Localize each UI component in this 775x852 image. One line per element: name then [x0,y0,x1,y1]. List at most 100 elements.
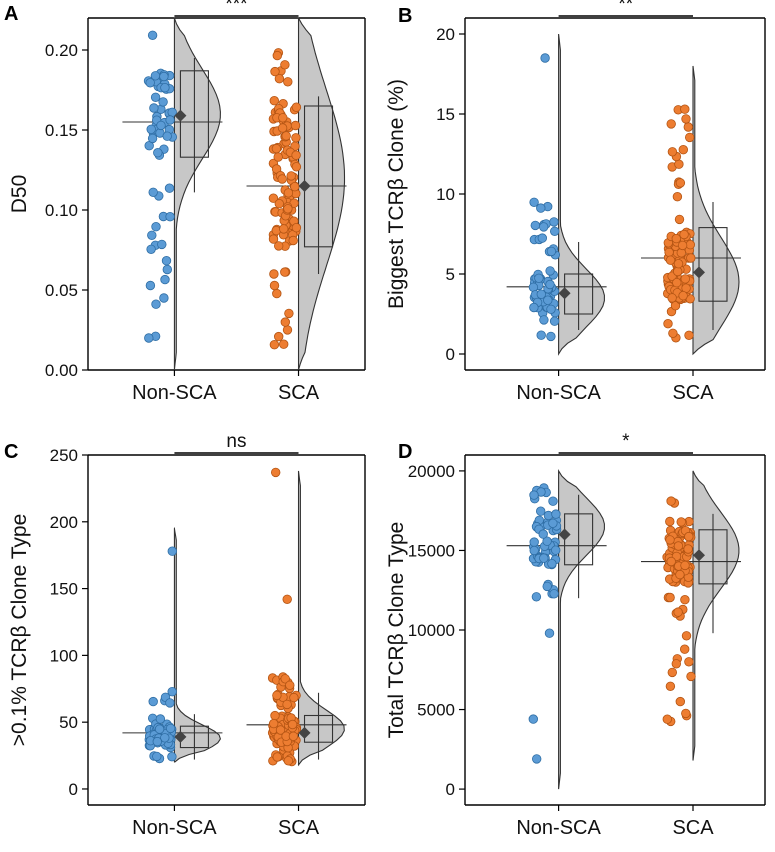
data-point [147,133,158,144]
x-tick-label: Non-SCA [516,817,601,839]
y-tick-label: 20 [436,25,455,44]
data-point [685,132,695,143]
data-point [165,698,175,708]
mean-marker [558,287,571,300]
data-point [680,560,690,571]
data-point [681,631,692,641]
data-point [274,73,285,84]
data-point [549,217,559,227]
data-point [529,197,539,208]
data-point [291,222,302,233]
data-point [283,756,294,766]
y-tick-label: 20000 [408,462,455,481]
data-point [665,255,676,265]
data-point [685,239,696,250]
data-point [279,224,289,234]
violin [692,470,740,761]
data-point [280,317,291,327]
data-point [677,240,688,251]
data-point [686,671,696,682]
data-point [271,467,281,478]
data-point [158,97,168,107]
data-point [680,595,690,605]
data-point [673,259,684,269]
data-point [282,699,292,710]
data-point [684,330,694,341]
data-point [529,490,539,500]
data-point [545,266,555,276]
group-non-sca [122,17,223,371]
data-point [551,509,561,519]
y-tick-label: 15000 [408,541,455,560]
data-point [270,710,280,721]
data-point [548,496,558,506]
data-point [532,754,542,764]
significance-label: *** [225,0,248,15]
data-point [684,657,694,667]
data-point [269,718,279,729]
data-point [672,278,682,288]
data-point [670,301,681,311]
data-point [673,607,683,617]
panel-letter: D [398,441,412,463]
data-point [162,131,172,141]
data-point [667,147,678,157]
data-point [537,233,548,243]
mean-marker [693,266,705,279]
data-point [536,506,546,516]
group-sca [641,65,741,356]
y-tick-label: 0.10 [45,201,78,220]
data-point [280,674,290,684]
violin [558,468,605,790]
data-point [283,204,293,214]
data-point [542,581,552,592]
data-point [152,736,163,747]
data-point [279,339,289,349]
data-point [546,304,556,315]
x-tick-label: SCA [672,817,714,839]
data-point [666,496,676,506]
y-tick-label: 0.15 [45,121,78,140]
box [303,105,334,248]
data-point [536,203,546,213]
data-point [543,295,553,305]
data-point [546,246,557,257]
data-point [273,152,283,162]
data-point [272,690,282,701]
data-point [290,181,300,192]
data-point [151,221,161,232]
data-point [673,266,683,277]
data-point [678,144,689,155]
data-point [539,315,549,325]
panel-letter: B [398,5,412,27]
data-point [545,279,555,290]
data-point [288,731,299,742]
data-point [272,288,282,299]
violin [297,470,345,767]
data-point [666,119,676,129]
data-point [165,723,176,734]
data-point [278,113,288,123]
data-point [269,95,280,106]
data-point [145,280,156,291]
data-point [287,719,298,730]
data-point [667,293,677,303]
data-point [549,316,560,326]
data-point [666,556,676,567]
data-point [291,162,302,172]
data-point [680,274,691,284]
y-axis-label: Total TCRβ Clone Type [385,522,408,739]
data-point [548,518,558,529]
data-point [529,537,539,547]
data-point [671,233,682,244]
panel-C: C 0 50 100 150 200 250 >0.1% TCRβ Clone Type Non… [4,431,366,839]
data-point [665,516,675,527]
data-point [531,592,542,602]
group-sca [246,17,347,371]
data-point [686,253,696,263]
x-tick-label: Non-SCA [132,817,217,839]
data-point [160,733,170,743]
data-point [144,333,154,343]
mean-marker [693,549,705,562]
